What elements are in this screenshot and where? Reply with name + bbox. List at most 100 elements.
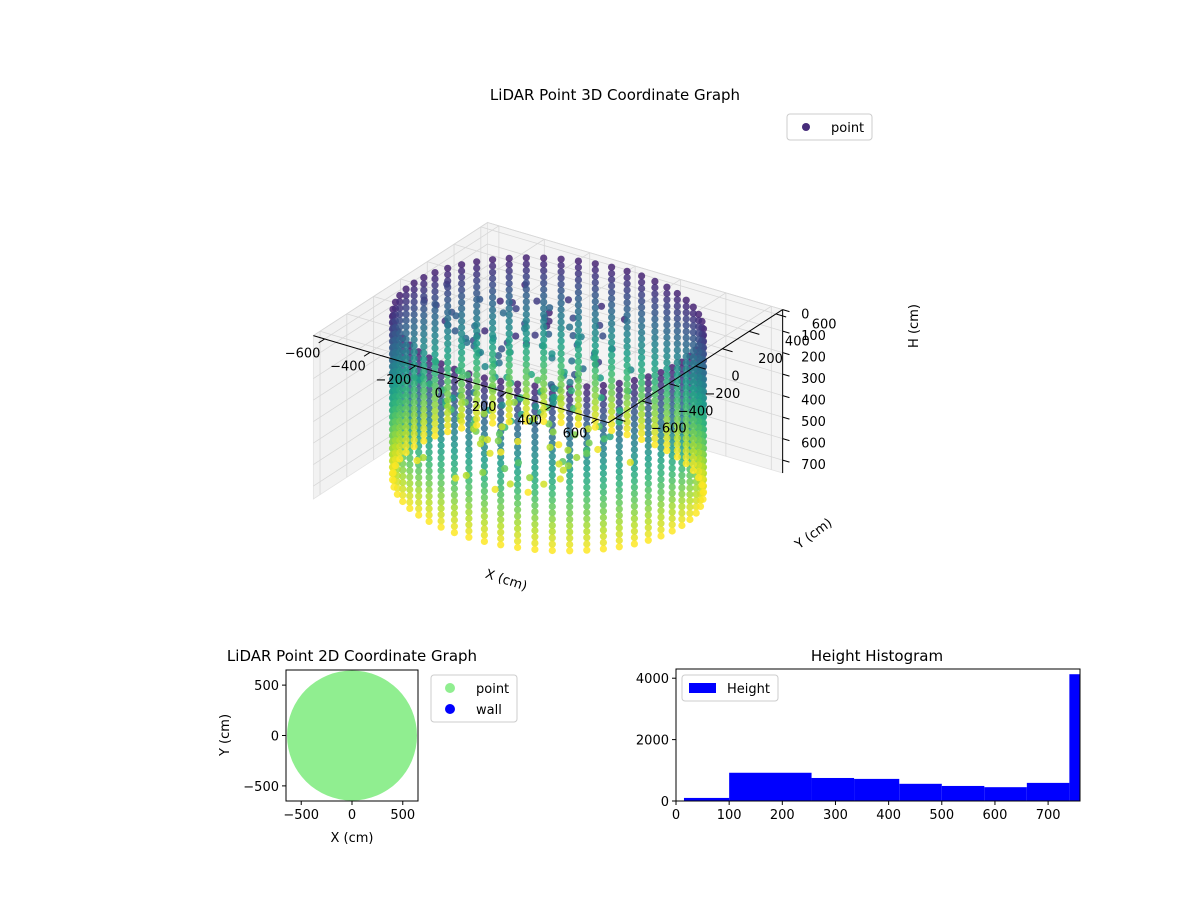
point-marker bbox=[695, 316, 703, 325]
point-marker bbox=[431, 325, 439, 333]
point-marker bbox=[399, 485, 407, 493]
point-marker bbox=[599, 495, 608, 503]
point-marker bbox=[557, 400, 565, 408]
point-marker bbox=[514, 506, 522, 514]
point-marker bbox=[644, 429, 652, 437]
point-marker bbox=[540, 260, 548, 268]
point-marker bbox=[473, 339, 481, 348]
point-marker bbox=[566, 484, 574, 492]
point-marker bbox=[505, 361, 513, 369]
point-marker bbox=[415, 467, 423, 475]
chart-2d-legend-wall-label: wall bbox=[476, 703, 502, 718]
point-marker bbox=[574, 320, 583, 328]
point-marker bbox=[583, 395, 591, 403]
point-marker bbox=[606, 433, 614, 441]
point-marker bbox=[402, 285, 410, 293]
point-marker bbox=[651, 284, 659, 292]
point-marker bbox=[473, 314, 481, 322]
point-marker bbox=[522, 310, 530, 318]
point-marker bbox=[548, 490, 556, 498]
point-marker bbox=[682, 302, 690, 311]
point-marker bbox=[396, 323, 404, 331]
point-marker bbox=[473, 289, 481, 297]
point-marker bbox=[489, 337, 497, 345]
point-marker bbox=[402, 348, 410, 356]
point-marker bbox=[402, 398, 410, 406]
x-tick-label: 200 bbox=[770, 808, 795, 823]
point-marker bbox=[489, 300, 497, 308]
point-marker bbox=[410, 436, 418, 444]
point-marker bbox=[657, 488, 665, 496]
point-marker bbox=[695, 367, 703, 375]
point-marker bbox=[608, 389, 616, 397]
point-marker bbox=[566, 471, 574, 479]
point-marker bbox=[489, 400, 497, 408]
point-marker bbox=[531, 439, 539, 447]
z-tick-label: 100 bbox=[801, 329, 826, 344]
point-marker bbox=[531, 432, 539, 440]
point-marker bbox=[566, 440, 574, 448]
point-marker bbox=[522, 373, 530, 381]
point-marker bbox=[698, 481, 706, 489]
point-marker bbox=[473, 396, 481, 404]
point-marker bbox=[686, 484, 694, 492]
point-marker bbox=[505, 298, 513, 306]
point-marker bbox=[437, 467, 445, 475]
chart-3d-legend-label: point bbox=[831, 121, 864, 136]
point-marker bbox=[682, 409, 690, 417]
point-marker bbox=[431, 294, 439, 302]
chart-histogram-frame bbox=[675, 668, 1081, 802]
point-marker bbox=[458, 311, 466, 319]
point-marker bbox=[497, 377, 505, 385]
point-marker bbox=[505, 273, 513, 281]
point-marker bbox=[574, 414, 583, 422]
chart-histogram-legend-frame bbox=[681, 674, 779, 702]
point-marker bbox=[505, 336, 513, 344]
point-marker bbox=[599, 400, 608, 408]
point-marker bbox=[689, 334, 697, 343]
point-marker bbox=[657, 450, 665, 458]
point-marker bbox=[651, 372, 659, 380]
point-marker bbox=[497, 478, 505, 486]
point-marker bbox=[695, 417, 703, 425]
point-marker bbox=[557, 349, 565, 358]
histogram-bar bbox=[941, 785, 985, 801]
point-marker bbox=[540, 348, 548, 356]
point-marker bbox=[651, 328, 659, 336]
point-marker bbox=[673, 403, 681, 411]
point-marker bbox=[599, 539, 608, 547]
chart-histogram-ticks: 0 100 200 300 400 500 600 700 0 2000 4000 bbox=[636, 672, 1061, 823]
point-marker bbox=[526, 474, 534, 482]
point-marker bbox=[574, 288, 583, 297]
point-marker bbox=[483, 436, 492, 444]
point-marker bbox=[531, 539, 539, 547]
chart-3d-legend-frame bbox=[786, 113, 873, 141]
point-marker bbox=[623, 424, 631, 432]
point-marker bbox=[522, 417, 530, 425]
point-marker bbox=[390, 483, 398, 491]
point-marker bbox=[420, 424, 428, 432]
point-marker bbox=[651, 277, 659, 285]
point-marker bbox=[566, 396, 574, 404]
point-marker bbox=[489, 256, 497, 264]
point-marker bbox=[481, 363, 489, 371]
chart-2d-legend-point-label: point bbox=[476, 682, 509, 697]
point-marker bbox=[663, 390, 671, 398]
point-marker bbox=[695, 342, 703, 350]
y-tick bbox=[641, 400, 653, 405]
point-marker bbox=[567, 387, 575, 395]
point-marker bbox=[566, 534, 574, 542]
point-marker bbox=[489, 293, 497, 301]
point-marker bbox=[489, 388, 497, 396]
point-marker bbox=[673, 440, 681, 448]
point-marker bbox=[557, 337, 565, 345]
point-marker bbox=[450, 384, 458, 392]
point-marker bbox=[410, 424, 418, 432]
point-marker bbox=[444, 283, 452, 291]
point-marker bbox=[557, 255, 565, 263]
point-marker bbox=[689, 416, 697, 424]
point-marker bbox=[668, 527, 676, 535]
point-marker bbox=[591, 404, 599, 412]
point-marker bbox=[540, 304, 548, 312]
point-marker bbox=[501, 465, 509, 473]
